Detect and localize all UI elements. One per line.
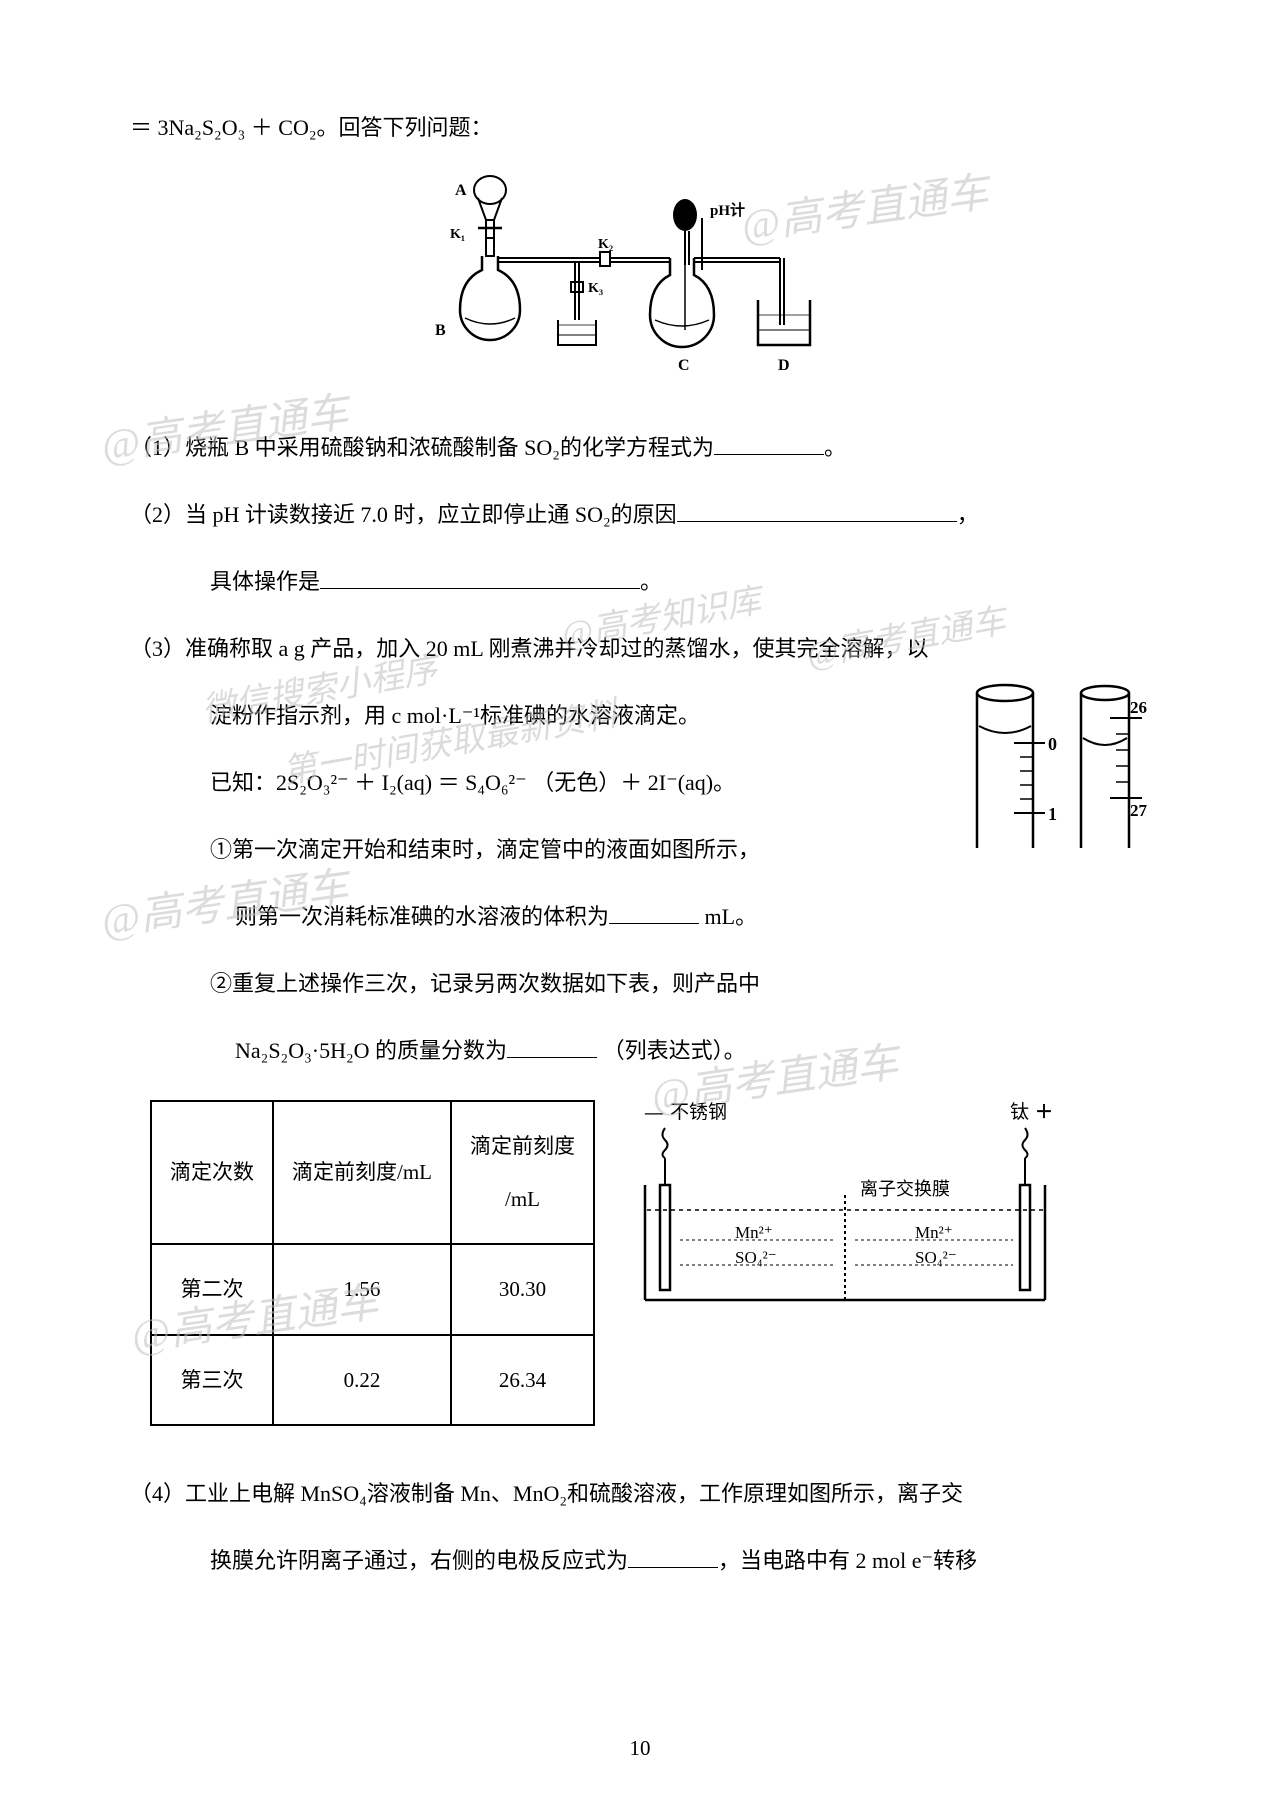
apparatus-svg: A K₁ B K₂ K₃ <box>400 170 880 390</box>
label-K2: K₂ <box>598 237 613 252</box>
apparatus-figure: A K₁ B K₂ K₃ <box>130 170 1150 390</box>
q4-l2-p2: ，当电路中有 2 mol e⁻转移 <box>718 1548 977 1573</box>
label-pH: pH计 <box>710 201 745 219</box>
titration-table: 滴定次数 滴定前刻度/mL 滴定前刻度 /mL 第二次 1.56 30.30 第… <box>150 1100 595 1426</box>
label-K1: K₁ <box>450 227 465 242</box>
table-row: 第三次 0.22 26.34 <box>151 1335 594 1426</box>
q3-sub2-l2-prefix: Na₂S₂O₃·5H₂O 的质量分数为 <box>235 1038 507 1063</box>
q1-line: （1）烧瓶 B 中采用硫酸钠和浓硫酸制备 SO₂的化学方程式为 。 <box>130 420 1150 475</box>
label-D: D <box>778 357 790 374</box>
table-cell: 第三次 <box>151 1335 273 1426</box>
q4-line2: 换膜允许阴离子通过，右侧的电极反应式为 ，当电路中有 2 mol e⁻转移 <box>130 1533 1150 1588</box>
svg-text:＋: ＋ <box>1035 1102 1053 1122</box>
burette-figure: 0 1 26 27 <box>950 678 1150 853</box>
q2-line1: （2）当 pH 计读数接近 7.0 时，应立即停止通 SO₂的原因 ， <box>130 487 1150 542</box>
svg-text:SO₄²⁻: SO₄²⁻ <box>735 1248 777 1267</box>
label-A: A <box>455 182 467 199</box>
svg-text:离子交换膜: 离子交换膜 <box>860 1179 950 1199</box>
q3-sub1-l2-prefix: 则第一次消耗标准碘的水溶液的体积为 <box>235 904 609 929</box>
label-C: C <box>678 357 690 374</box>
q2-l2-suffix: 。 <box>640 569 662 594</box>
blank <box>507 1032 597 1058</box>
q2-line2: 具体操作是 。 <box>130 554 1150 609</box>
label-K3: K₃ <box>588 281 603 296</box>
blank <box>320 563 640 589</box>
q3-sub1-l2: 则第一次消耗标准碘的水溶液的体积为 mL。 <box>130 889 1150 944</box>
document-content: ＝ 3Na₂S₂O₃ ＋ CO₂。回答下列问题： A K₁ B K₂ <box>130 100 1150 1588</box>
svg-text:26: 26 <box>1130 698 1147 717</box>
svg-text:1: 1 <box>1048 804 1057 824</box>
table-cell: 30.30 <box>451 1244 594 1335</box>
q3-sub1-l2-suffix: mL。 <box>699 904 757 929</box>
blank <box>628 1542 718 1568</box>
q2-l2-prefix: 具体操作是 <box>210 569 320 594</box>
table-cell: 0.22 <box>273 1335 451 1426</box>
q3-line1: （3）准确称取 a g 产品，加入 20 mL 刚煮沸并冷却过的蒸馏水，使其完全… <box>130 621 1150 676</box>
electrolysis-cell-diagram: — 不锈钢 钛 ＋ 离子交换膜 Mn²⁺ SO₄ <box>635 1100 1055 1320</box>
q4-l2-p1: 换膜允许阴离子通过，右侧的电极反应式为 <box>210 1548 628 1573</box>
q2-l1-prefix: （2）当 pH 计读数接近 7.0 时，应立即停止通 SO₂的原因 <box>130 502 677 527</box>
svg-text:0: 0 <box>1048 734 1057 754</box>
table-header: 滴定前刻度/mL <box>273 1101 451 1244</box>
table-header-row: 滴定次数 滴定前刻度/mL 滴定前刻度 /mL <box>151 1101 594 1244</box>
q3-sub2-l2-suffix: （列表达式）。 <box>597 1038 746 1063</box>
q3-sub2-l2: Na₂S₂O₃·5H₂O 的质量分数为 （列表达式）。 <box>130 1023 1150 1078</box>
table-cell: 1.56 <box>273 1244 451 1335</box>
svg-text:—: — <box>644 1102 664 1122</box>
table-header: 滴定前刻度 /mL <box>451 1101 594 1244</box>
svg-text:27: 27 <box>1130 801 1148 820</box>
blank <box>609 898 699 924</box>
q4-line1: （4）工业上电解 MnSO₄溶液制备 Mn、MnO₂和硫酸溶液，工作原理如图所示… <box>130 1466 1150 1521</box>
svg-text:不锈钢: 不锈钢 <box>670 1101 727 1123</box>
blank <box>677 496 957 522</box>
q1-suffix: 。 <box>824 435 846 460</box>
q3-sub2-l1: ②重复上述操作三次，记录另两次数据如下表，则产品中 <box>130 956 1150 1011</box>
svg-text:钛: 钛 <box>1010 1101 1029 1123</box>
blank <box>714 429 824 455</box>
page-number: 10 <box>630 1736 651 1761</box>
label-B: B <box>435 322 446 339</box>
svg-text:Mn²⁺: Mn²⁺ <box>735 1223 773 1242</box>
table-header: 滴定次数 <box>151 1101 273 1244</box>
svg-text:Mn²⁺: Mn²⁺ <box>915 1223 953 1242</box>
equation-line: ＝ 3Na₂S₂O₃ ＋ CO₂。回答下列问题： <box>130 100 1150 155</box>
table-row: 第二次 1.56 30.30 <box>151 1244 594 1335</box>
table-cell: 第二次 <box>151 1244 273 1335</box>
q2-l1-suffix: ， <box>957 502 979 527</box>
svg-text:SO₄²⁻: SO₄²⁻ <box>915 1248 957 1267</box>
table-cell: 26.34 <box>451 1335 594 1426</box>
q1-prefix: （1）烧瓶 B 中采用硫酸钠和浓硫酸制备 SO₂的化学方程式为 <box>130 435 714 460</box>
table-diagram-row: 滴定次数 滴定前刻度/mL 滴定前刻度 /mL 第二次 1.56 30.30 第… <box>150 1100 1150 1426</box>
